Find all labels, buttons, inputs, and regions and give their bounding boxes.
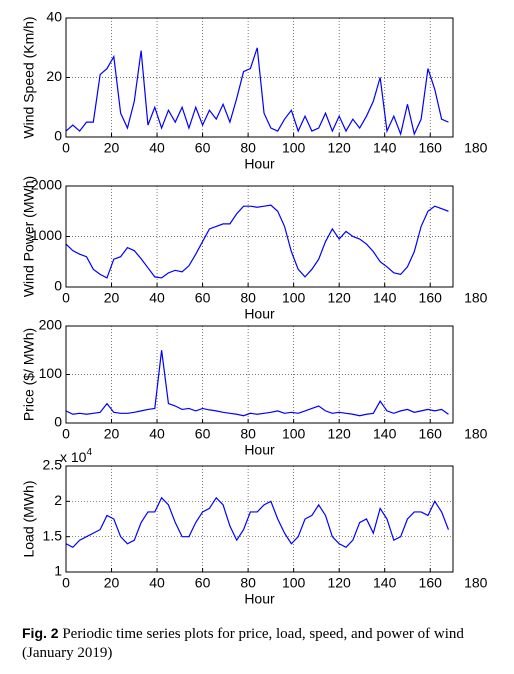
x-tick-label: 80 bbox=[240, 575, 256, 591]
axes-box bbox=[65, 17, 454, 138]
plot-area bbox=[66, 466, 453, 572]
x-tick-label: 100 bbox=[282, 140, 306, 156]
y-axis-label: Price ($/ MWh) bbox=[21, 328, 37, 421]
x-tick-label: 20 bbox=[104, 426, 120, 442]
x-axis-label: Hour bbox=[244, 306, 275, 322]
axis-multiplier: x 104 bbox=[60, 447, 92, 465]
axes-box bbox=[65, 465, 454, 573]
x-tick-label: 120 bbox=[327, 426, 351, 442]
x-tick-label: 40 bbox=[149, 290, 165, 306]
caption: Fig. 2 Periodic time series plots for pr… bbox=[22, 624, 502, 663]
y-tick-label: 0 bbox=[54, 128, 62, 144]
x-tick-label: 20 bbox=[104, 140, 120, 156]
x-tick-label: 160 bbox=[419, 426, 443, 442]
x-tick-label: 0 bbox=[62, 140, 70, 156]
x-tick-label: 0 bbox=[62, 575, 70, 591]
y-axis-label: Load (MWh) bbox=[21, 480, 37, 557]
x-tick-label: 180 bbox=[464, 290, 488, 306]
x-tick-label: 40 bbox=[149, 575, 165, 591]
x-tick-label: 180 bbox=[464, 575, 488, 591]
data-line bbox=[65, 47, 449, 137]
x-tick-label: 0 bbox=[62, 290, 70, 306]
x-tick-label: 140 bbox=[373, 290, 397, 306]
y-axis-label: Wind Power (MWh) bbox=[21, 176, 37, 297]
y-tick-label: 2000 bbox=[31, 177, 62, 193]
x-tick-label: 40 bbox=[149, 426, 165, 442]
multiplier-base: x 10 bbox=[60, 449, 87, 465]
x-tick-label: 180 bbox=[464, 426, 488, 442]
x-tick-label: 0 bbox=[62, 426, 70, 442]
x-tick-label: 100 bbox=[282, 426, 306, 442]
y-tick-label: 40 bbox=[46, 9, 62, 25]
x-tick-label: 120 bbox=[327, 140, 351, 156]
x-tick-label: 40 bbox=[149, 140, 165, 156]
x-tick-label: 180 bbox=[464, 140, 488, 156]
x-tick-label: 60 bbox=[195, 426, 211, 442]
axes-box bbox=[65, 325, 454, 424]
x-tick-label: 100 bbox=[282, 575, 306, 591]
axes-box bbox=[65, 185, 454, 288]
x-tick-label: 160 bbox=[419, 575, 443, 591]
x-tick-label: 160 bbox=[419, 290, 443, 306]
data-line bbox=[65, 204, 449, 279]
caption-text: Periodic time series plots for price, lo… bbox=[22, 626, 464, 661]
y-axis-label: Wind Speed (Km/h) bbox=[21, 16, 37, 138]
x-tick-label: 160 bbox=[419, 140, 443, 156]
x-axis-label: Hour bbox=[244, 591, 275, 607]
y-tick-label: 1 bbox=[54, 563, 62, 579]
x-tick-label: 80 bbox=[240, 426, 256, 442]
y-tick-label: 100 bbox=[39, 365, 63, 381]
y-tick-label: 0 bbox=[54, 278, 62, 294]
caption-label: Fig. 2 bbox=[22, 625, 59, 641]
x-tick-label: 60 bbox=[195, 290, 211, 306]
x-tick-label: 120 bbox=[327, 575, 351, 591]
multiplier-exponent: 4 bbox=[86, 447, 92, 458]
x-tick-label: 140 bbox=[373, 575, 397, 591]
x-tick-label: 20 bbox=[104, 575, 120, 591]
data-line bbox=[65, 350, 449, 417]
x-axis-label: Hour bbox=[244, 442, 275, 458]
y-tick-label: 2.5 bbox=[43, 457, 63, 473]
x-tick-label: 140 bbox=[373, 426, 397, 442]
x-tick-label: 60 bbox=[195, 140, 211, 156]
x-tick-label: 20 bbox=[104, 290, 120, 306]
y-tick-label: 20 bbox=[46, 68, 62, 84]
x-axis-label: Hour bbox=[244, 156, 275, 172]
plot-area bbox=[66, 186, 453, 287]
x-tick-label: 80 bbox=[240, 140, 256, 156]
x-tick-label: 100 bbox=[282, 290, 306, 306]
y-tick-label: 200 bbox=[39, 317, 63, 333]
y-tick-label: 1.5 bbox=[43, 527, 63, 543]
x-tick-label: 80 bbox=[240, 290, 256, 306]
x-tick-label: 120 bbox=[327, 290, 351, 306]
x-tick-label: 140 bbox=[373, 140, 397, 156]
y-tick-label: 1000 bbox=[31, 227, 62, 243]
x-tick-label: 60 bbox=[195, 575, 211, 591]
data-line bbox=[65, 496, 450, 549]
y-tick-label: 0 bbox=[54, 414, 62, 430]
plot-area bbox=[66, 326, 453, 423]
y-tick-label: 2 bbox=[54, 492, 62, 508]
